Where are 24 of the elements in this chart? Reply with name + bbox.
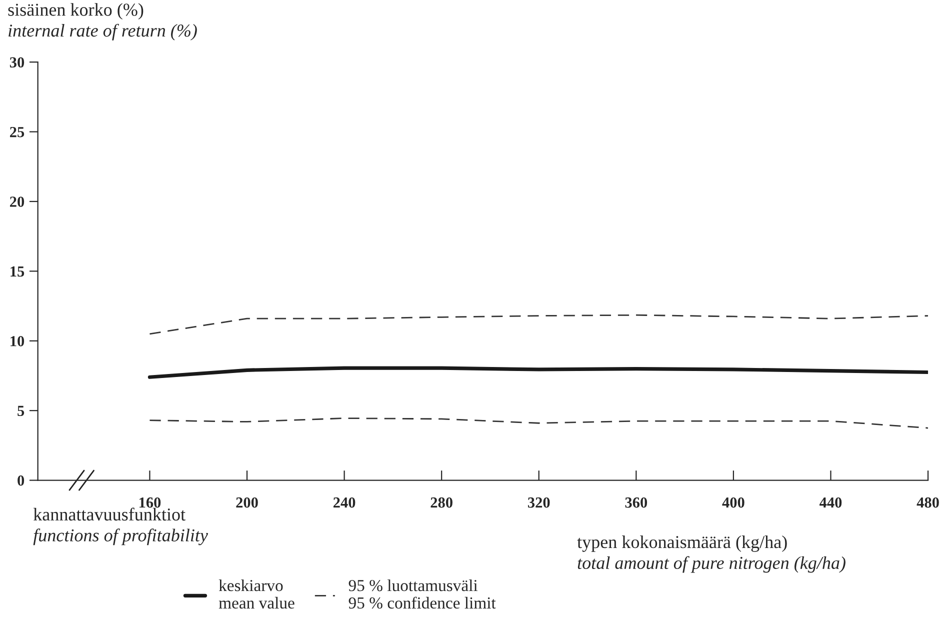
y-tick-label: 5 bbox=[18, 406, 24, 416]
x-tick-label: 440 bbox=[819, 497, 842, 508]
x-tick-label: 360 bbox=[625, 497, 648, 508]
y-axis-title: sisäinen korko (%) internal rate of return (%) bbox=[8, 3, 197, 40]
y-tick-label: 10 bbox=[10, 336, 24, 346]
line-series bbox=[149, 314, 928, 335]
x-tick-label: 320 bbox=[528, 497, 550, 508]
y-tick-label: 30 bbox=[10, 57, 24, 68]
legend-label: 95 % luottamusväli 95 % confidence limit bbox=[348, 579, 496, 609]
x-tick-label: 200 bbox=[236, 497, 258, 508]
line-series bbox=[148, 366, 928, 379]
x-tick-label: 240 bbox=[333, 497, 356, 508]
x-tick-label: 480 bbox=[916, 497, 939, 508]
y-tick-label: 15 bbox=[10, 266, 24, 277]
x-tick-label: 160 bbox=[139, 497, 161, 508]
y-tick-label: 20 bbox=[10, 196, 24, 207]
x-axis-title: typen kokonaismäärä (kg/ha) total amount of pure nitrogen (kg/ha) bbox=[577, 535, 846, 573]
legend-label: keskiarvo mean value bbox=[218, 579, 294, 609]
line-series bbox=[149, 418, 928, 429]
text: kannattavuusfunktiot functions of profitability bbox=[33, 508, 208, 546]
y-tick-label: 25 bbox=[10, 126, 24, 138]
x-tick-label: 400 bbox=[722, 497, 744, 508]
y-tick-label: 0 bbox=[18, 475, 24, 486]
x-tick-label: 280 bbox=[430, 497, 452, 508]
